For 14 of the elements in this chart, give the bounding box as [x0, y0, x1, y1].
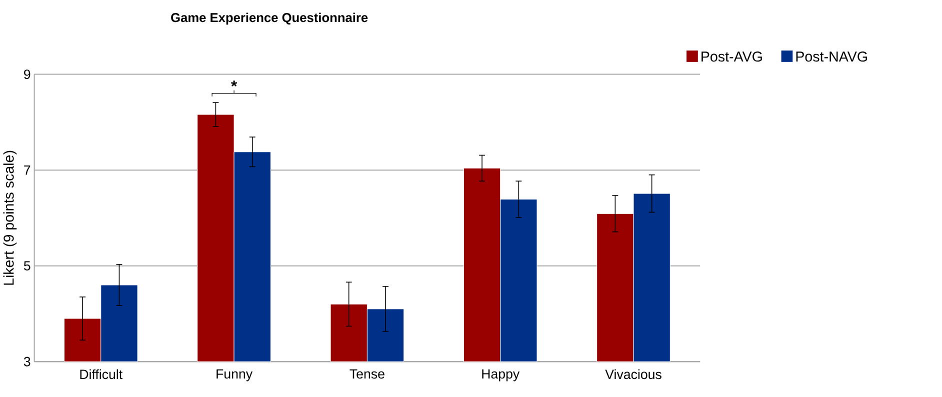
x-tick-label: Happy [482, 369, 520, 382]
y-tick-label: 5 [24, 261, 30, 270]
x-tick-label: Vivacious [605, 369, 662, 379]
legend-label: Post-AVG [702, 51, 762, 62]
y-tick-label: 3 [24, 356, 30, 366]
chart-title: Game Experience Questionnaire [171, 12, 368, 25]
y-tick-label: 9 [24, 69, 30, 79]
legend-label: Post-NAVG [796, 51, 867, 62]
x-tick-label: Tense [350, 369, 384, 378]
y-tick-label: 7 [24, 165, 30, 175]
x-tick-label: Funny [216, 369, 253, 382]
x-tick-label: Difficult [80, 369, 123, 379]
y-axis-title: Likert (9 points scale) [3, 150, 17, 285]
annotation: * [231, 80, 238, 86]
